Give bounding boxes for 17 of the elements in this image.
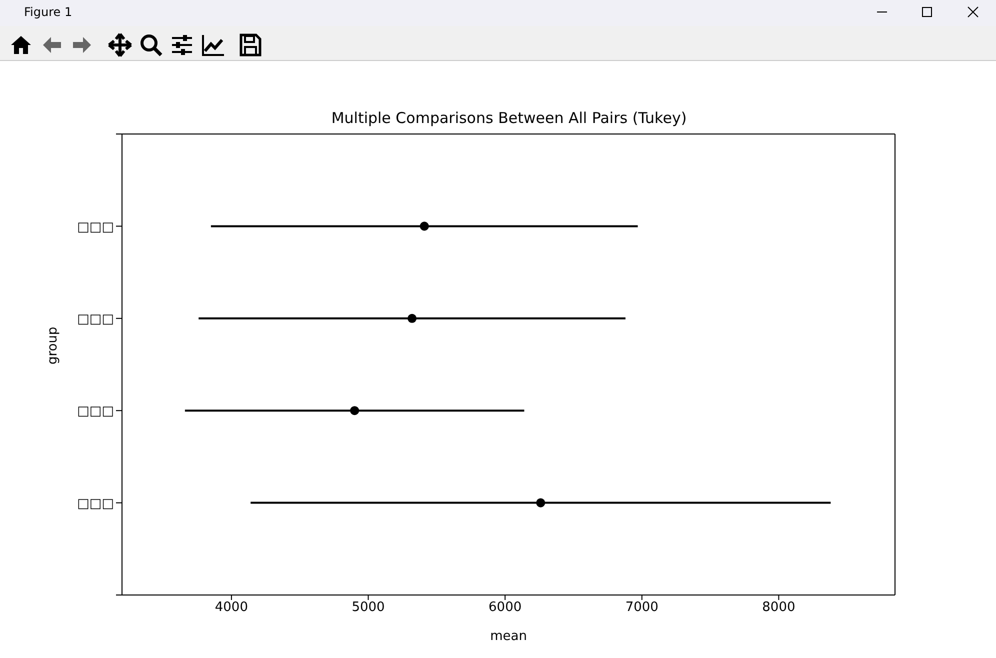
chart-title: Multiple Comparisons Between All Pairs (Tukey) <box>330 109 688 127</box>
x-tick-label: 6000 <box>488 600 522 616</box>
y-tick-label: □□□ <box>77 220 114 235</box>
point <box>350 406 360 416</box>
y-tick-label: □□□ <box>77 496 114 512</box>
x-axis-title: mean <box>490 629 527 644</box>
x-tick-label: 7000 <box>625 600 658 616</box>
y-axis-title: group <box>46 326 61 364</box>
point <box>420 222 429 231</box>
point <box>536 498 546 508</box>
x-tick-label: 4000 <box>214 600 248 616</box>
caption: Figure 1 <box>24 5 72 19</box>
x-tick-label: 5000 <box>352 600 385 616</box>
y-tick-label: □□□ <box>77 312 114 328</box>
point <box>408 314 417 323</box>
x-tick-label: 8000 <box>762 600 796 616</box>
y-tick-label: □□□ <box>77 404 114 420</box>
